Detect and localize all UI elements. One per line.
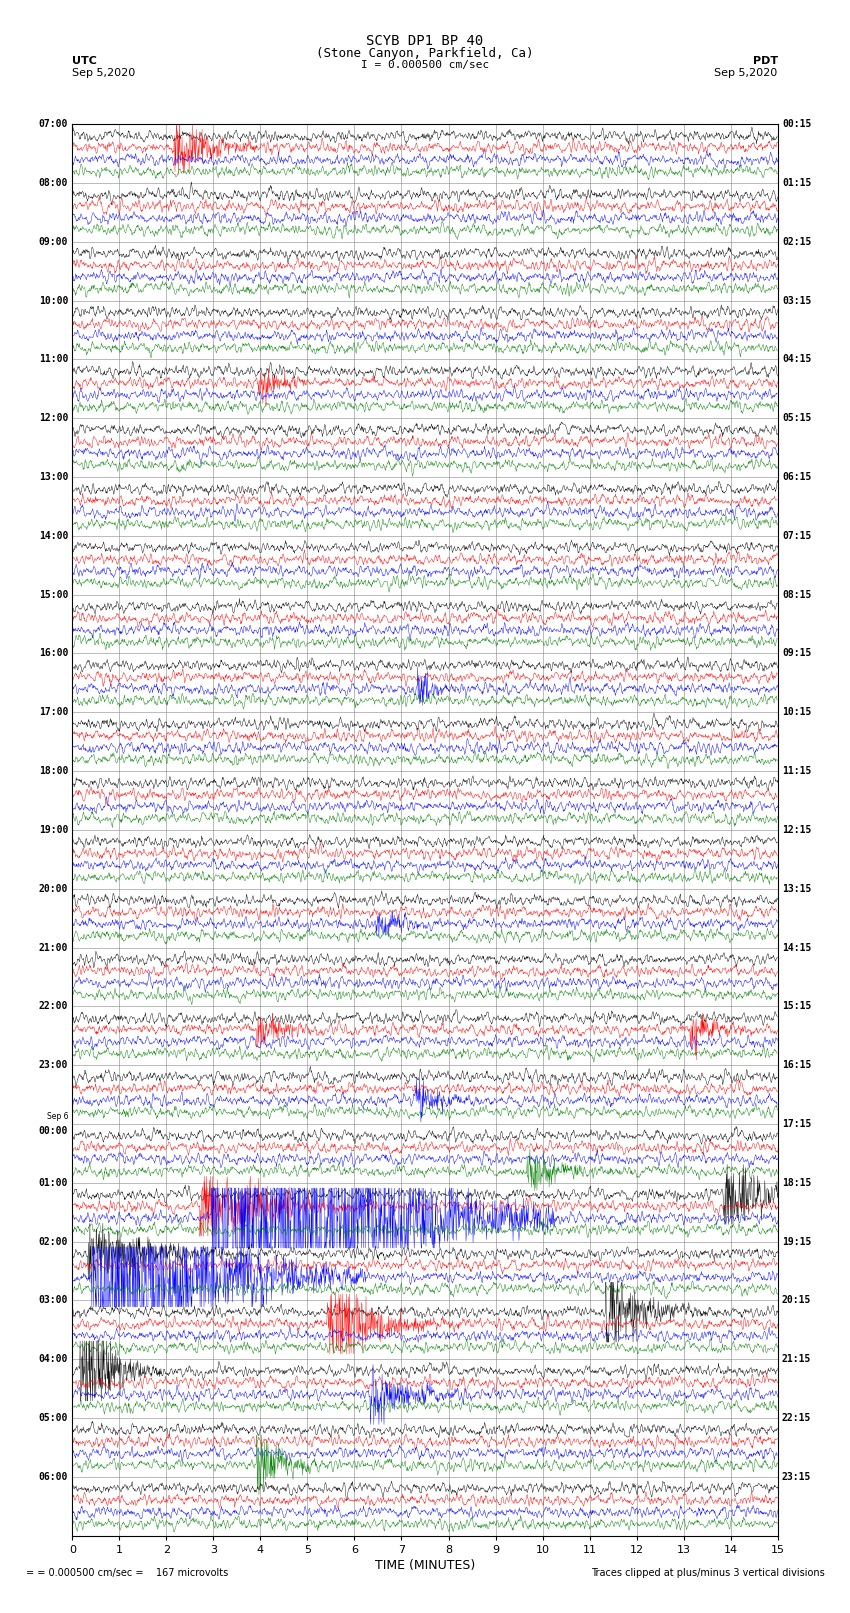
Text: Sep 6: Sep 6 [47, 1113, 68, 1121]
Text: 06:00: 06:00 [38, 1471, 68, 1482]
Text: 04:15: 04:15 [782, 355, 812, 365]
Text: 12:15: 12:15 [782, 824, 812, 836]
Text: 16:15: 16:15 [782, 1060, 812, 1069]
Text: PDT: PDT [752, 56, 778, 66]
Text: 08:00: 08:00 [38, 177, 68, 189]
Text: 04:00: 04:00 [38, 1355, 68, 1365]
Text: 05:00: 05:00 [38, 1413, 68, 1423]
Text: 07:15: 07:15 [782, 531, 812, 540]
Text: 08:15: 08:15 [782, 590, 812, 600]
Text: 23:00: 23:00 [38, 1060, 68, 1069]
Text: 05:15: 05:15 [782, 413, 812, 423]
Text: (Stone Canyon, Parkfield, Ca): (Stone Canyon, Parkfield, Ca) [316, 47, 534, 60]
Text: 14:15: 14:15 [782, 942, 812, 953]
Text: 20:00: 20:00 [38, 884, 68, 894]
Text: 06:15: 06:15 [782, 473, 812, 482]
Text: I = 0.000500 cm/sec: I = 0.000500 cm/sec [361, 60, 489, 69]
Text: 14:00: 14:00 [38, 531, 68, 540]
Text: 16:00: 16:00 [38, 648, 68, 658]
Text: 07:00: 07:00 [38, 119, 68, 129]
Text: 11:00: 11:00 [38, 355, 68, 365]
Text: 03:00: 03:00 [38, 1295, 68, 1305]
Text: SCYB DP1 BP 40: SCYB DP1 BP 40 [366, 34, 484, 48]
Text: 19:00: 19:00 [38, 824, 68, 836]
Text: 09:15: 09:15 [782, 648, 812, 658]
Text: = = 0.000500 cm/sec =    167 microvolts: = = 0.000500 cm/sec = 167 microvolts [26, 1568, 228, 1578]
Text: 18:00: 18:00 [38, 766, 68, 776]
Text: 15:15: 15:15 [782, 1002, 812, 1011]
Text: 01:15: 01:15 [782, 177, 812, 189]
Text: 22:15: 22:15 [782, 1413, 812, 1423]
Text: 13:00: 13:00 [38, 473, 68, 482]
Text: 20:15: 20:15 [782, 1295, 812, 1305]
Text: 21:15: 21:15 [782, 1355, 812, 1365]
Text: Sep 5,2020: Sep 5,2020 [715, 68, 778, 77]
Text: 00:00: 00:00 [38, 1126, 68, 1136]
Text: 09:00: 09:00 [38, 237, 68, 247]
Text: 15:00: 15:00 [38, 590, 68, 600]
Text: 01:00: 01:00 [38, 1177, 68, 1187]
Text: 02:00: 02:00 [38, 1237, 68, 1247]
Text: 17:00: 17:00 [38, 706, 68, 718]
Text: 19:15: 19:15 [782, 1237, 812, 1247]
Text: 12:00: 12:00 [38, 413, 68, 423]
Text: 11:15: 11:15 [782, 766, 812, 776]
Text: Traces clipped at plus/minus 3 vertical divisions: Traces clipped at plus/minus 3 vertical … [591, 1568, 824, 1578]
Text: 00:15: 00:15 [782, 119, 812, 129]
Text: 10:00: 10:00 [38, 295, 68, 305]
Text: 21:00: 21:00 [38, 942, 68, 953]
Text: Sep 5,2020: Sep 5,2020 [72, 68, 135, 77]
Text: 22:00: 22:00 [38, 1002, 68, 1011]
X-axis label: TIME (MINUTES): TIME (MINUTES) [375, 1558, 475, 1571]
Text: 18:15: 18:15 [782, 1177, 812, 1187]
Text: 23:15: 23:15 [782, 1471, 812, 1482]
Text: 17:15: 17:15 [782, 1119, 812, 1129]
Text: 10:15: 10:15 [782, 706, 812, 718]
Text: UTC: UTC [72, 56, 97, 66]
Text: 02:15: 02:15 [782, 237, 812, 247]
Text: 03:15: 03:15 [782, 295, 812, 305]
Text: 13:15: 13:15 [782, 884, 812, 894]
